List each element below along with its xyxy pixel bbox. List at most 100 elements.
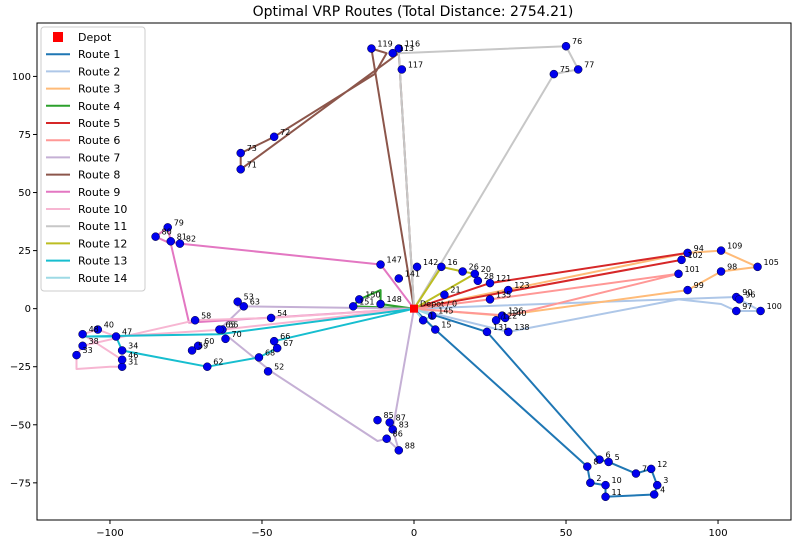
y-tick-label: 100 (12, 72, 31, 83)
x-tick-label: −100 (96, 528, 123, 539)
legend-label-depot: Depot (78, 31, 112, 44)
customer-node-147 (376, 260, 385, 269)
node-label-21: 21 (450, 286, 460, 295)
depot-marker (410, 304, 418, 313)
customer-node-71 (236, 165, 245, 174)
node-label-7: 7 (642, 465, 647, 474)
customer-node-16 (437, 262, 446, 272)
node-label-3: 3 (663, 476, 668, 485)
node-label-121: 121 (496, 274, 511, 283)
depot-label: Depot / 0 (420, 300, 457, 309)
customer-node-5 (604, 457, 613, 467)
customer-node-10 (601, 480, 610, 490)
node-label-34: 34 (128, 341, 138, 350)
node-label-105: 105 (764, 258, 779, 267)
customer-node-58 (190, 316, 200, 325)
node-label-62: 62 (213, 358, 223, 367)
legend-label-route-1: Route 1 (78, 48, 120, 61)
customer-node-6 (595, 455, 604, 464)
customer-node-122 (491, 316, 501, 325)
legend-swatch-depot (53, 32, 63, 42)
customer-node-102 (677, 255, 686, 265)
customer-node-119 (367, 44, 376, 53)
node-label-90: 90 (742, 288, 752, 297)
customer-node-105 (753, 262, 762, 272)
customer-node-142 (412, 262, 422, 272)
customer-node-138 (504, 327, 513, 337)
customer-node-140 (500, 313, 510, 323)
customer-node-135 (485, 295, 495, 304)
node-label-81: 81 (177, 232, 187, 241)
y-tick-label: 0 (25, 304, 31, 315)
customer-node-28 (473, 276, 483, 286)
node-label-8: 8 (593, 458, 598, 467)
legend-label-route-13: Route 13 (78, 255, 127, 268)
node-label-76: 76 (572, 37, 582, 46)
customer-node-113 (388, 48, 397, 58)
legend: Depot Route 1 Route 2 Route 3 Route 4 Route 5… (40, 26, 146, 292)
x-tick-label: 100 (708, 528, 727, 539)
node-label-113: 113 (399, 44, 414, 53)
customer-node-15 (431, 325, 440, 334)
y-tick-label: 75 (18, 130, 31, 141)
node-label-147: 147 (387, 256, 402, 265)
node-label-88: 88 (405, 441, 415, 450)
customer-node-12 (646, 464, 656, 474)
legend-label-route-7: Route 7 (78, 151, 120, 164)
node-label-79: 79 (174, 218, 184, 227)
node-label-26: 26 (469, 263, 479, 272)
x-tick-label: 0 (411, 528, 417, 539)
customer-node-21 (440, 290, 449, 299)
node-label-10: 10 (612, 476, 622, 485)
node-label-47: 47 (122, 328, 132, 337)
customer-node-88 (394, 446, 404, 455)
node-label-20: 20 (481, 265, 491, 274)
customer-node-54 (266, 313, 276, 323)
legend-label-route-2: Route 2 (78, 65, 120, 78)
node-label-131: 131 (493, 323, 508, 332)
node-label-15: 15 (441, 321, 451, 330)
customer-node-11 (601, 492, 610, 502)
node-label-145: 145 (438, 307, 453, 316)
y-tick-label: −75 (10, 478, 31, 489)
legend-label-route-9: Route 9 (78, 186, 120, 199)
customer-node-38 (78, 341, 87, 351)
customer-node-80 (151, 232, 160, 241)
node-label-38: 38 (89, 337, 99, 346)
node-label-96: 96 (745, 290, 755, 299)
node-label-70: 70 (232, 330, 242, 339)
node-label-82: 82 (186, 235, 196, 244)
legend-label-route-5: Route 5 (78, 117, 120, 130)
node-label-55: 55 (228, 321, 238, 330)
customer-node-98 (716, 267, 726, 276)
node-label-31: 31 (128, 358, 138, 367)
node-label-59: 59 (198, 341, 208, 350)
node-label-2: 2 (596, 474, 601, 483)
customer-node-67 (272, 343, 282, 353)
node-labels-layer: 12 34567810111215162021262831333438404647… (83, 37, 782, 497)
route-line-route-14 (413, 307, 434, 322)
node-label-67: 67 (283, 339, 293, 348)
customer-node-148 (376, 299, 385, 309)
node-label-135: 135 (496, 290, 511, 299)
customer-node-121 (485, 278, 495, 288)
node-label-73: 73 (247, 144, 257, 153)
node-label-46: 46 (128, 351, 138, 360)
legend-label-route-8: Route 8 (78, 169, 120, 182)
node-label-5: 5 (615, 453, 620, 462)
route-line-route-4 (352, 289, 415, 310)
node-label-77: 77 (584, 60, 594, 69)
node-label-87: 87 (396, 413, 406, 422)
customer-node-77 (573, 65, 583, 74)
customer-node-101 (674, 269, 683, 279)
customer-node-33 (72, 350, 81, 360)
customer-node-82 (175, 239, 185, 248)
customer-node-3 (652, 480, 662, 490)
node-label-16: 16 (447, 258, 457, 267)
customer-node-46 (117, 355, 127, 365)
customer-node-79 (163, 223, 172, 232)
customer-node-59 (187, 346, 197, 355)
node-label-142: 142 (423, 258, 438, 267)
node-label-71: 71 (247, 160, 257, 169)
